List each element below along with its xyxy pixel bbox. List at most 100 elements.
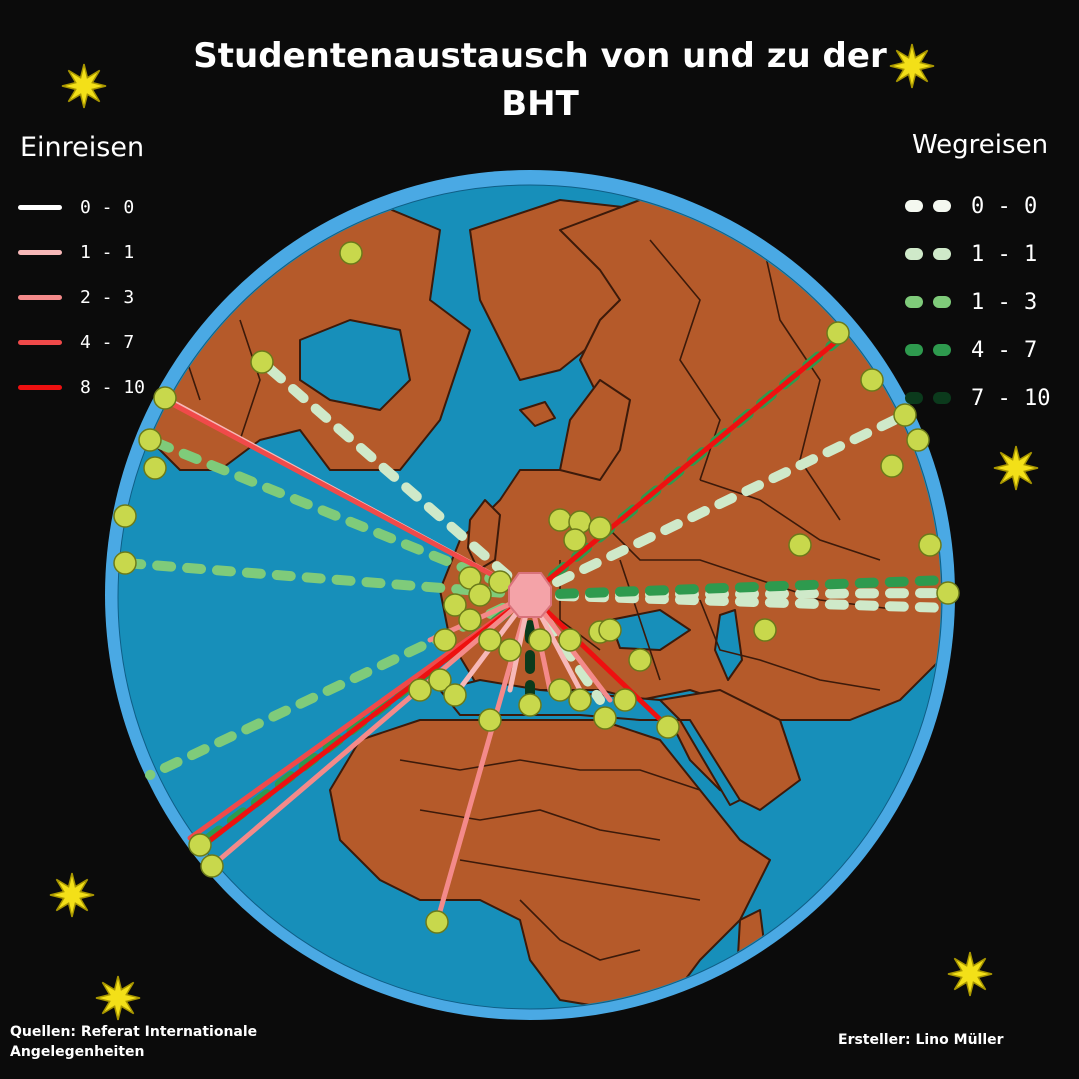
city-marker: [143, 456, 167, 480]
bht-hub-marker: [508, 572, 552, 618]
hudson-bay-water: [299, 319, 411, 411]
city-marker: [548, 508, 572, 532]
decorative-stars: [49, 43, 1039, 1021]
city-marker: [138, 428, 162, 452]
legend-label: 4 - 7: [80, 332, 135, 353]
incoming-route-line: [209, 592, 533, 869]
city-marker: [488, 570, 512, 594]
city-marker: [598, 618, 622, 642]
city-marker: [558, 628, 582, 652]
incoming-route-line: [527, 337, 841, 598]
iceland-landmass: [519, 401, 556, 427]
legend-incoming-item: 4 - 7: [18, 320, 145, 365]
legend-outgoing-item: 4 - 7: [905, 326, 1050, 374]
partner-cities: [113, 241, 960, 934]
city-marker: [593, 706, 617, 730]
city-marker: [548, 678, 572, 702]
city-marker: [113, 504, 137, 528]
legend-dash-swatch: [905, 200, 957, 212]
city-marker: [826, 321, 850, 345]
outgoing-route-line: [120, 558, 535, 600]
star-icon: [889, 43, 935, 89]
legend-outgoing: 0 - 0 1 - 1 1 - 3 4 - 7 7 - 10: [905, 182, 1050, 422]
legend-outgoing-title: Wegreisen: [912, 130, 1049, 160]
city-marker: [880, 454, 904, 478]
exchange-routes: [120, 335, 953, 925]
legend-line-swatch: [18, 250, 62, 255]
outgoing-route-line: [525, 575, 953, 600]
city-marker: [753, 618, 777, 642]
city-marker: [518, 693, 542, 717]
legend-line-swatch: [18, 385, 62, 390]
africa-landmass: [329, 719, 771, 1008]
source-credit: Quellen: Referat Internationale Angelege…: [10, 1024, 258, 1060]
city-marker: [443, 683, 467, 707]
scandinavia-landmass: [559, 379, 631, 481]
city-marker: [339, 241, 363, 265]
legend-incoming-item: 8 - 10: [18, 365, 145, 410]
legend-outgoing-item: 1 - 1: [905, 230, 1050, 278]
legend-label: 1 - 1: [971, 241, 1038, 267]
author-credit: Ersteller: Lino Müller: [838, 1032, 1004, 1048]
star-icon: [95, 975, 141, 1021]
city-marker: [113, 551, 137, 575]
city-marker: [893, 403, 917, 427]
city-marker: [568, 688, 592, 712]
arabia-landmass: [659, 689, 801, 811]
city-marker: [528, 628, 552, 652]
city-marker: [153, 386, 177, 410]
star-icon: [993, 445, 1039, 491]
city-marker: [408, 678, 432, 702]
legend-outgoing-item: 7 - 10: [905, 374, 1050, 422]
city-marker: [428, 668, 452, 692]
city-marker: [656, 715, 680, 739]
red-sea-water: [679, 719, 741, 806]
legend-dash-swatch: [905, 296, 957, 308]
city-marker: [628, 648, 652, 672]
city-marker: [588, 516, 612, 540]
outgoing-route-line: [257, 357, 535, 600]
legend-label: 1 - 1: [80, 242, 135, 263]
legend-label: 4 - 7: [971, 337, 1038, 363]
legend-dash-swatch: [905, 344, 957, 356]
legend-dash-swatch: [905, 248, 957, 260]
legend-label: 8 - 10: [80, 377, 146, 398]
city-marker: [458, 608, 482, 632]
city-marker: [188, 833, 212, 857]
legend-line-swatch: [18, 205, 62, 210]
legend-incoming-item: 2 - 3: [18, 275, 145, 320]
outgoing-route-line: [525, 410, 910, 600]
city-marker: [200, 854, 224, 878]
city-marker: [860, 368, 884, 392]
city-marker: [613, 688, 637, 712]
city-marker: [936, 581, 960, 605]
legend-label: 7 - 10: [971, 385, 1051, 411]
city-marker: [788, 533, 812, 557]
legend-incoming: 0 - 0 1 - 1 2 - 3 4 - 7 8 - 10: [18, 185, 145, 410]
legend-incoming-item: 0 - 0: [18, 185, 145, 230]
city-marker: [433, 628, 457, 652]
city-marker: [906, 428, 930, 452]
incoming-route-line: [162, 397, 533, 598]
city-marker: [498, 638, 522, 662]
city-marker: [425, 910, 449, 934]
legend-dash-swatch: [905, 392, 957, 404]
legend-line-swatch: [18, 295, 62, 300]
legend-label: 0 - 0: [971, 193, 1038, 219]
legend-incoming-title: Einreisen: [20, 132, 145, 163]
legend-label: 2 - 3: [80, 287, 135, 308]
star-icon: [947, 951, 993, 997]
legend-outgoing-item: 0 - 0: [905, 182, 1050, 230]
city-marker: [478, 628, 502, 652]
city-marker: [468, 583, 492, 607]
legend-label: 0 - 0: [80, 197, 135, 218]
city-marker: [250, 350, 274, 374]
map-title: Studentenaustausch von und zu der BHT: [193, 36, 887, 124]
city-marker: [918, 533, 942, 557]
legend-incoming-item: 1 - 1: [18, 230, 145, 275]
city-marker: [478, 708, 502, 732]
incoming-route-line: [527, 592, 671, 730]
city-marker: [443, 593, 467, 617]
incoming-route-line: [197, 592, 533, 851]
